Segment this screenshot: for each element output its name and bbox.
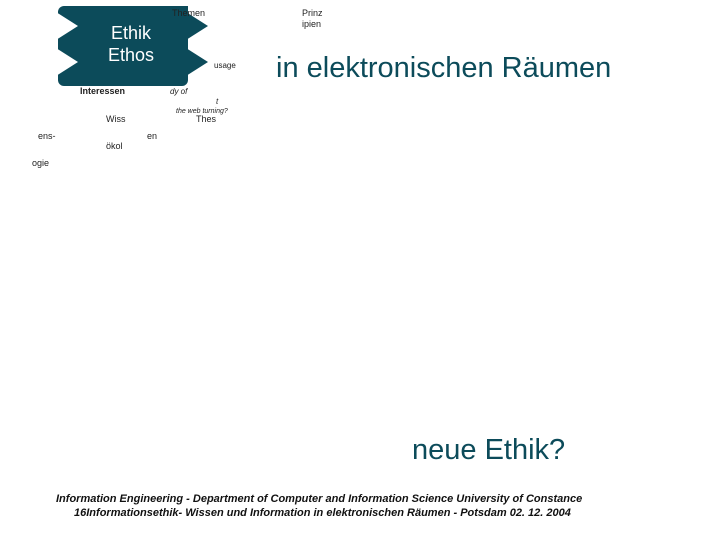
nav-notch-bottom bbox=[56, 48, 78, 76]
tag-en: en bbox=[147, 131, 157, 142]
tag-ogie: ogie bbox=[32, 158, 49, 169]
nav-arrow-bottom bbox=[186, 48, 208, 76]
nav-title-line2: Ethos bbox=[108, 45, 154, 65]
tag-dyof: dy of bbox=[170, 86, 187, 97]
tag-ens: ens- bbox=[38, 131, 56, 142]
slide: Ethik Ethos Themen Prinz ipien usage Int… bbox=[0, 0, 720, 540]
tag-okol: ökol bbox=[106, 141, 123, 152]
tag-themen: Themen bbox=[172, 8, 205, 19]
footer: Information Engineering - Department of … bbox=[56, 492, 700, 520]
nav-title-line1: Ethik bbox=[111, 23, 151, 43]
nav-title: Ethik Ethos bbox=[76, 22, 186, 66]
tag-prinzipien: Prinz ipien bbox=[302, 8, 342, 30]
footer-page-number: 16 bbox=[74, 507, 86, 519]
heading-right: in elektronischen Räumen bbox=[276, 52, 611, 85]
tag-thes: Thes bbox=[196, 114, 216, 125]
question-text: neue Ethik? bbox=[412, 434, 565, 467]
nav-shape: Ethik Ethos bbox=[58, 6, 308, 146]
tag-wiss: Wiss bbox=[106, 114, 126, 125]
tag-usage: usage bbox=[214, 60, 236, 71]
tag-interessen: Interessen bbox=[80, 86, 125, 97]
nav-notch-top bbox=[56, 12, 78, 40]
footer-line1: Information Engineering - Department of … bbox=[56, 493, 582, 505]
footer-line2: Informationsethik- Wissen und Informatio… bbox=[86, 507, 571, 519]
